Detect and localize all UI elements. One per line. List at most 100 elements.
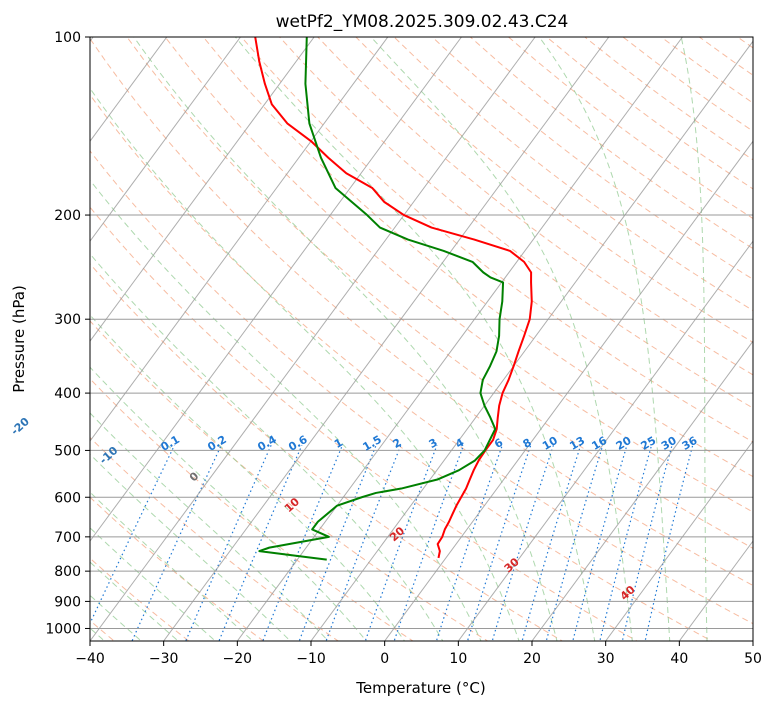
dry-adiabat-line bbox=[90, 93, 753, 625]
moist-adiabat-line bbox=[90, 491, 254, 641]
mixing-ratio-line bbox=[262, 444, 343, 641]
temperature-profile bbox=[254, 37, 533, 559]
moist-adiabat-line bbox=[90, 561, 179, 641]
mixing-ratio-line bbox=[644, 445, 694, 641]
x-tick-label: −30 bbox=[149, 651, 179, 667]
x-tick-label: −40 bbox=[75, 651, 105, 667]
x-tick-label: 30 bbox=[597, 651, 615, 667]
dry-adiabat-line bbox=[469, 37, 753, 250]
y-tick-label: 1000 bbox=[45, 621, 81, 637]
moist-adiabat-line bbox=[133, 37, 558, 641]
dry-adiabat-line bbox=[317, 37, 753, 376]
moist-adiabat-line bbox=[90, 594, 142, 641]
moist-adiabat-line bbox=[680, 37, 708, 641]
moist-adiabat-line bbox=[234, 37, 596, 641]
dry-adiabat-line bbox=[90, 496, 265, 641]
dry-adiabat-line bbox=[90, 436, 340, 641]
y-tick-label: 500 bbox=[54, 443, 81, 459]
plot-frame bbox=[89, 36, 754, 642]
mixing-ratio-line bbox=[491, 445, 554, 641]
dry-adiabat-line bbox=[90, 320, 489, 641]
mixing-ratio-label: 1 bbox=[332, 436, 345, 451]
x-tick-label: 0 bbox=[380, 651, 389, 667]
isotherm-line bbox=[678, 540, 753, 641]
chart-title: wetPf2_YM08.2025.309.02.43.C24 bbox=[276, 12, 569, 32]
isotherm-line bbox=[90, 37, 462, 542]
dry-adiabat-line bbox=[90, 150, 713, 641]
dry-adiabat-line bbox=[90, 37, 753, 587]
y-tick-label: 300 bbox=[54, 312, 81, 328]
x-axis-title: Temperature (°C) bbox=[355, 679, 485, 697]
y-tick-label: 200 bbox=[54, 208, 81, 224]
dry-adiabat-line bbox=[90, 557, 190, 641]
mixing-ratio-line bbox=[131, 444, 222, 641]
mixing-ratio-label: 6 bbox=[492, 436, 505, 451]
mixing-ratio-line bbox=[298, 445, 377, 641]
mixing-ratio-line bbox=[545, 445, 604, 641]
mixing-ratio-label: 4 bbox=[453, 436, 466, 451]
isotherm-line bbox=[531, 340, 753, 641]
moist-adiabat-line bbox=[90, 314, 406, 641]
y-axis-title: Pressure (hPa) bbox=[10, 285, 28, 393]
x-tick-label: 10 bbox=[449, 651, 467, 667]
dry-adiabat-label: 0 bbox=[187, 469, 202, 484]
moist-adiabat-line bbox=[90, 453, 291, 641]
isotherm-line bbox=[236, 37, 683, 641]
moist-adiabat-line bbox=[538, 37, 671, 641]
moist-adiabat-line bbox=[370, 37, 633, 641]
dry-adiabat-line bbox=[164, 37, 753, 513]
isotherm-line bbox=[90, 37, 315, 342]
y-tick-label: 700 bbox=[54, 530, 81, 546]
isotherm-line bbox=[163, 37, 610, 641]
mixing-ratio-label: 2 bbox=[390, 436, 403, 451]
isotherm-line bbox=[384, 140, 753, 641]
dewpoint-profile bbox=[258, 37, 505, 561]
dry-adiabat-line bbox=[90, 263, 564, 641]
dry-adiabat-label: 20 bbox=[387, 524, 407, 544]
x-tick-label: 40 bbox=[670, 651, 688, 667]
annotation-layer: 0.10.20.40.611.52346810131620253036-100-… bbox=[8, 415, 699, 603]
y-tick-label: 800 bbox=[54, 564, 81, 580]
x-tick-label: −10 bbox=[296, 651, 326, 667]
dry-adiabat-line bbox=[126, 37, 753, 549]
moist-adiabat-line bbox=[90, 179, 482, 641]
y-tick-label: 600 bbox=[54, 490, 81, 506]
moist-adiabat-line bbox=[90, 366, 367, 641]
x-tick-label: −20 bbox=[223, 651, 253, 667]
moist-adiabat-line bbox=[90, 412, 329, 641]
tick-layer: −40 −30 −20 −10 0 10 20 30 40 5010020030040050060… bbox=[45, 30, 762, 667]
moist-adiabat-line bbox=[90, 87, 520, 641]
y-tick-label: 400 bbox=[54, 386, 81, 402]
series-layer bbox=[254, 37, 533, 561]
dry-adiabat-line bbox=[736, 37, 753, 49]
mixing-ratio-line bbox=[521, 445, 582, 641]
mixing-ratio-line bbox=[435, 445, 503, 641]
dry-adiabat-line bbox=[278, 37, 753, 409]
isotherm-line bbox=[457, 240, 753, 641]
y-tick-label: 900 bbox=[54, 594, 81, 610]
dry-adiabat-line bbox=[393, 37, 753, 312]
isotherm-line bbox=[90, 37, 168, 143]
mixing-ratio-label: 3 bbox=[427, 436, 440, 451]
isotherm-line bbox=[90, 37, 241, 243]
dry-adiabat-line bbox=[738, 10, 775, 653]
mixing-ratio-line bbox=[90, 444, 176, 625]
mixing-ratio-line bbox=[572, 445, 628, 641]
mixing-ratio-line bbox=[325, 445, 402, 641]
isotherm-line bbox=[605, 440, 753, 641]
mixing-ratio-line bbox=[599, 445, 653, 641]
dry-adiabat-line bbox=[431, 37, 753, 280]
dry-adiabat-line bbox=[90, 378, 414, 641]
x-tick-label: 20 bbox=[523, 651, 541, 667]
moist-adiabat-line bbox=[90, 527, 216, 641]
isotherm-line bbox=[752, 640, 753, 641]
mixing-ratio-line bbox=[466, 445, 532, 641]
moist-adiabat-line bbox=[90, 253, 444, 641]
isotherm-line bbox=[310, 40, 753, 641]
x-tick-label: 50 bbox=[744, 651, 762, 667]
mixing-ratio-line bbox=[621, 445, 673, 641]
grid-layer bbox=[90, 10, 775, 653]
isotherm-line bbox=[90, 37, 536, 641]
